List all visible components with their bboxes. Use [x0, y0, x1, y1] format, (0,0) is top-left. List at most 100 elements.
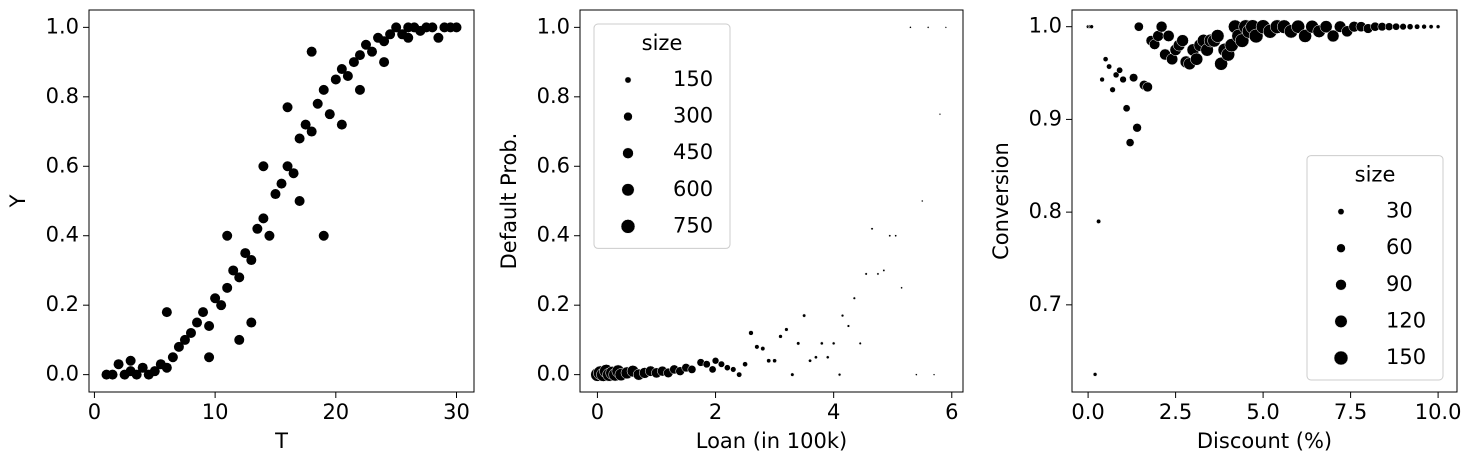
point [1102, 56, 1109, 62]
point [294, 133, 305, 144]
legend-label: 150 [673, 67, 713, 91]
point [778, 334, 783, 339]
point [161, 307, 172, 318]
legend-title: size [642, 31, 683, 55]
point [276, 178, 287, 189]
point [1291, 19, 1306, 34]
point [210, 293, 221, 304]
point [1106, 63, 1113, 70]
legend-marker [1336, 243, 1346, 253]
point [391, 22, 402, 33]
point [926, 26, 930, 29]
point [876, 272, 880, 276]
point [234, 334, 245, 345]
point [336, 64, 347, 75]
point [760, 346, 766, 352]
point [1421, 24, 1427, 30]
legend-marker [623, 111, 633, 122]
point [900, 286, 903, 290]
point [1326, 29, 1340, 43]
point [1129, 73, 1139, 83]
point [246, 255, 257, 266]
point [234, 272, 245, 283]
x-tick-label: 10.0 [1415, 400, 1462, 424]
point [938, 113, 942, 116]
point [198, 307, 209, 318]
point [185, 327, 196, 338]
points [101, 22, 462, 380]
y-tick-label: 0.4 [537, 223, 570, 247]
x-tick-label: 4 [827, 400, 840, 424]
point [1119, 75, 1127, 84]
y-tick-label: 0.8 [46, 84, 79, 108]
x-axis-label: Loan (in 100k) [696, 429, 847, 453]
point [342, 70, 353, 81]
point [820, 341, 824, 346]
point [1089, 24, 1094, 29]
point [258, 213, 269, 224]
point [831, 341, 836, 346]
point [246, 317, 257, 328]
point [1406, 23, 1414, 30]
point [796, 341, 801, 346]
y-axis-label: Conversion [989, 142, 1013, 260]
legend-label: 30 [1386, 199, 1413, 223]
point [1384, 22, 1394, 31]
point [204, 321, 215, 332]
legend-label: 120 [1386, 308, 1426, 332]
point [915, 373, 918, 376]
point [888, 234, 892, 238]
point [222, 230, 233, 241]
point [294, 196, 305, 206]
point [808, 358, 812, 363]
point [724, 364, 731, 371]
point [379, 36, 390, 47]
point [324, 109, 335, 120]
legend-label: 90 [1386, 272, 1413, 296]
point [240, 248, 251, 259]
x-tick-label: 7.5 [1334, 400, 1367, 424]
point [270, 189, 281, 200]
point [300, 119, 311, 130]
point [837, 372, 842, 377]
point [1210, 29, 1225, 43]
x-tick-label: 20 [322, 400, 349, 424]
point [846, 324, 851, 328]
point [909, 26, 912, 29]
x-tick-label: 2 [709, 400, 722, 424]
panel: 0 10 20 30 0.0 0.2 0.4 0.6 0.8 1.0 T Y [6, 9, 475, 453]
point [1092, 372, 1098, 377]
point [858, 341, 862, 345]
point [742, 361, 748, 368]
point [687, 365, 697, 374]
point [216, 300, 227, 311]
point [870, 227, 874, 231]
point [204, 352, 215, 363]
point [379, 57, 390, 68]
point [1155, 20, 1168, 33]
point [264, 230, 275, 241]
legend-marker [621, 183, 635, 197]
x-axis-label: T [274, 429, 288, 453]
x-tick-label: 2.5 [1159, 400, 1192, 424]
point [312, 98, 323, 109]
legend-marker [1333, 350, 1349, 366]
point [318, 84, 329, 95]
point [1414, 23, 1421, 30]
point [1190, 52, 1204, 66]
point [433, 32, 444, 43]
point [222, 282, 233, 293]
point [825, 355, 830, 360]
point [1435, 24, 1441, 29]
point [179, 334, 190, 345]
legend-marker [1334, 314, 1348, 328]
point [348, 57, 359, 68]
point [1142, 81, 1153, 93]
point [708, 365, 717, 374]
y-tick-label: 1.0 [1029, 14, 1062, 38]
point [702, 360, 711, 369]
y-tick-label: 0.8 [537, 84, 570, 108]
point [427, 22, 438, 33]
x-tick-label: 0.0 [1071, 400, 1104, 424]
point [802, 313, 807, 318]
